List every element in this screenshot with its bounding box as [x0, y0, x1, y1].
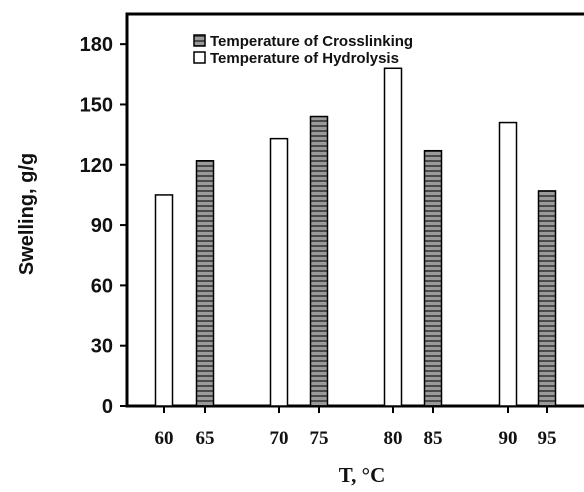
y-tick-label: 30: [91, 336, 113, 358]
y-tick-label: 120: [80, 155, 113, 177]
bars-group: [154, 67, 557, 407]
x-axis-title: T, °C: [339, 463, 386, 487]
y-tick-label: 90: [91, 215, 113, 237]
x-tick-label: 90: [499, 428, 518, 449]
x-tick-label: 60: [155, 428, 174, 449]
bar-hydrolysis-70: [269, 137, 289, 407]
y-tick-label: 0: [102, 396, 113, 418]
plot-area: [125, 12, 584, 408]
y-tick-label: 150: [80, 94, 113, 116]
legend: Temperature of Crosslinking Temperature …: [193, 33, 413, 67]
legend-label-crosslinking: Temperature of Crosslinking: [210, 33, 413, 50]
bar-hydrolysis-90: [498, 121, 518, 407]
legend-label-hydrolysis: Temperature of Hydrolysis: [210, 50, 399, 67]
bar-crosslinking-65: [195, 159, 215, 407]
x-axis: 60 65 70 75 80 85 90 95: [155, 406, 557, 449]
bar-crosslinking-85: [423, 149, 443, 407]
y-tick-label: 60: [91, 275, 113, 297]
bar-crosslinking-95: [537, 190, 557, 407]
x-tick-label: 65: [196, 428, 215, 449]
x-tick-label: 80: [384, 428, 403, 449]
bar-hydrolysis-80: [383, 67, 403, 407]
plot-frame: [125, 12, 584, 408]
legend-swatch-crosslinking: [193, 34, 206, 47]
x-tick-label: 95: [538, 428, 557, 449]
y-axis: 0 30 60 90 120 150 180: [80, 34, 127, 418]
bar-hydrolysis-60: [154, 194, 174, 407]
x-tick-label: 70: [270, 428, 289, 449]
y-tick-label: 180: [80, 34, 113, 56]
bar-crosslinking-75: [309, 115, 329, 407]
y-axis-title: Swelling, g/g: [16, 153, 38, 275]
x-tick-label: 85: [424, 428, 443, 449]
x-tick-label: 75: [310, 428, 329, 449]
legend-swatch-hydrolysis: [193, 51, 206, 64]
